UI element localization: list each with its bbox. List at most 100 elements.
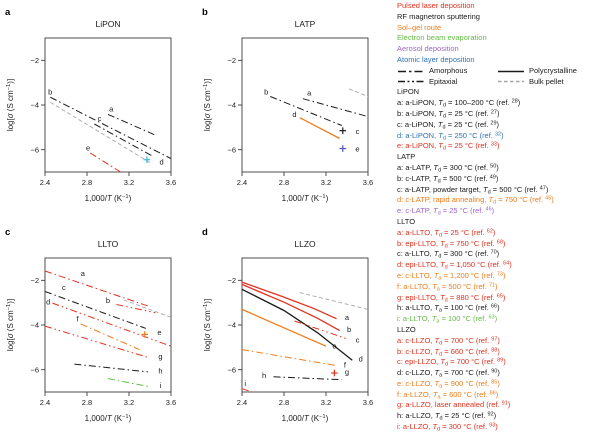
deposition-method-label: Electron beam evaporation — [397, 33, 487, 43]
series-e-line — [89, 152, 121, 173]
x-axis-label: 1,000/T (K−1) — [85, 194, 132, 203]
plot-frame — [241, 37, 369, 173]
series-c-label: c — [356, 127, 360, 136]
series-d-label: d — [159, 157, 163, 166]
material-section-llzo: LLZO a: c-LLZO, Td = 700 °C (ref. 97) b: c… — [397, 325, 599, 433]
panel-b-latp-chart: 2.4 2.8 3.2 3.6 −2 −4 −6 b LATP 1,000/T (K−1) log[… — [202, 7, 373, 203]
curve-key-entry-lipon-c: c: a-LiPON, Td = 25 °C (ref. 29) — [397, 119, 500, 131]
y-tick-label: −2 — [227, 276, 236, 285]
series-b-line — [50, 96, 172, 160]
material-section-latp: LATP a: a-LATP, Td = 300 °C (ref. 50) b: c… — [397, 152, 599, 217]
curve-key-entry-lipon-b: b: a-LiPON, Td = 25 °C (ref. 27) — [397, 108, 500, 120]
legend-panel: Pulsed laser deposition RF magnetron sput… — [397, 1, 599, 433]
x-tick-label: 2.8 — [82, 178, 92, 187]
deposition-method-label: Pulsed laser deposition — [397, 1, 475, 10]
x-axis-label: 1,000/T (K−1) — [282, 194, 329, 203]
x-tick-label: 3.6 — [166, 398, 176, 407]
series-e-label: e — [332, 341, 336, 350]
y-tick-label: −6 — [30, 145, 39, 154]
curve-key-entry-llto-b: b: epi-LLTO, Td = 750 °C (ref. 68) — [397, 238, 506, 249]
curve-key-entry-lipon-e: e: a-LiPON, Td = 25 °C (ref. 33) — [397, 141, 500, 152]
x-tick-label: 2.4 — [40, 178, 50, 187]
series-d-line — [52, 302, 172, 347]
series-f-line — [80, 323, 140, 351]
series-h-line — [273, 376, 342, 381]
y-tick-label: −4 — [30, 321, 39, 330]
line-style-label: Bulk pellet — [529, 76, 564, 86]
x-tick-label: 2.8 — [279, 398, 289, 407]
curve-key-entry-latp-d: d: c-LATP, rapid annealing, Td = 750 °C … — [397, 195, 554, 206]
curve-key-entry-latp-b: b: c-LATP, Td = 500 °C (ref. 49) — [397, 173, 499, 185]
x-tick-label: 3.2 — [124, 398, 134, 407]
curve-key-entry-lipon-d: d: a-LiPON, Td = 250 °C (ref. 32) — [397, 130, 504, 141]
series-c-label: c — [356, 336, 360, 345]
curve-key-entry-llto-e: e: c-LLTO, Ta = 1,200 °C (ref. 73) — [397, 270, 506, 282]
series-c-label: c — [98, 114, 102, 123]
panel-title: LLTO — [98, 239, 119, 249]
figure-panels: 2.4 2.8 3.2 3.6 −2 −4 −6 a LiPON 1,000/T (K−1) log… — [0, 0, 394, 440]
x-tick-label: 2.4 — [237, 398, 247, 407]
series-a-line — [241, 281, 337, 320]
curve-key-entry-lipon-a: a: a-LiPON, Td = 100–200 °C (ref. 28) — [397, 98, 521, 109]
series-b-line — [116, 304, 156, 314]
x-tick-label: 3.2 — [124, 178, 134, 187]
series-b-line — [270, 96, 342, 126]
series-d-line — [241, 288, 353, 361]
series-bulk-pellet-line — [348, 88, 369, 97]
panel-title: LATP — [295, 19, 316, 29]
poly-line-sample-icon — [498, 70, 524, 72]
epitaxial-line-sample-icon — [398, 81, 424, 83]
x-tick-label: 2.8 — [82, 398, 92, 407]
curve-key-entry-llzo-i: i: a-LLZO, Td = 300 °C (ref. 93) — [397, 422, 498, 433]
series-a-line — [302, 98, 369, 118]
x-tick-label: 3.2 — [321, 178, 331, 187]
series-b-label: b — [264, 88, 268, 97]
material-section-llto: LLTO a: a-LLTO, Td = 25 °C (ref. 62) b: ep… — [397, 217, 599, 325]
panel-letter: b — [202, 7, 208, 18]
curve-key-entry-llzo-f: f: a-LLZO, Ta = 600 °C (ref. 86) — [397, 389, 499, 401]
y-axis-label: log[σ (S cm−1)] — [6, 299, 15, 351]
line-style-legend: Amorphous Polycrystalline Epitaxial Bulk pe… — [397, 66, 599, 88]
panel-b-latp: 2.4 2.8 3.2 3.6 −2 −4 −6 b LATP 1,000/T (K−1) log[… — [197, 0, 394, 220]
material-section-lipon: LiPON a: a-LiPON, Td = 100–200 °C (ref. 2… — [397, 87, 599, 152]
line-style-label: Polycrystalline — [529, 65, 577, 75]
panel-a-lipon-chart: 2.4 2.8 3.2 3.6 −2 −4 −6 a LiPON 1,000/T (K−1) log… — [5, 7, 176, 203]
panel-d-llzo-chart: 2.4 2.8 3.2 3.6 −2 −4 −6 d LLZO 1,000/T (K−1) log[… — [202, 227, 373, 423]
panel-letter: a — [5, 7, 11, 18]
curve-key-entry-llto-i: i: a-LLTO, Ta = 100 °C (ref. 63) — [397, 314, 498, 325]
deposition-method-label: Aerosol deposition — [397, 44, 459, 54]
series-f-label: f — [344, 361, 347, 370]
curve-key-entry-llzo-b: b: c-LLZO, Td = 660 °C (ref. 88) — [397, 346, 500, 357]
series-d-line — [299, 117, 341, 140]
y-tick-label: −4 — [227, 101, 236, 110]
series-i-line — [241, 388, 253, 393]
line-style-label: Epitaxial — [429, 76, 458, 86]
curve-key-entry-llzo-g: g: a-LLZO, laser annealed (ref. 91) — [397, 400, 511, 410]
series-i-label: i — [244, 379, 246, 388]
panel-letter: d — [202, 227, 208, 238]
deposition-method-label: RF magnetron sputtering — [397, 11, 480, 21]
curve-key-entry-llzo-d: d: c-LLZO, Ta = 700 °C (ref. 90) — [397, 368, 500, 379]
curve-key-entry-llto-a: a: a-LLTO, Td = 25 °C (ref. 62) — [397, 227, 496, 239]
x-tick-label: 3.2 — [321, 398, 331, 407]
series-a-line — [107, 113, 156, 136]
x-tick-label: 2.4 — [237, 178, 247, 187]
curve-key-entry-llto-d: d: epi-LLTO, Td = 1,050 °C (ref. 64) — [397, 260, 512, 271]
series-e-label: e — [157, 328, 161, 337]
curve-key-entry-llzo-e: e: c-LLZO, Ta = 900 °C (ref. 85) — [397, 378, 500, 390]
series-a-label: a — [109, 105, 114, 114]
panel-title: LLZO — [294, 239, 316, 249]
line-style-item-amorphous: Amorphous — [397, 66, 497, 77]
series-c-line — [94, 123, 153, 157]
series-b-line — [241, 283, 341, 332]
panel-c-llto: 2.4 2.8 3.2 3.6 −2 −4 −6 c LLTO 1,000/T (K−1) log[… — [0, 220, 197, 440]
curve-key-entry-latp-c: c: a-LATP, powder target, Td = 500 °C (r… — [397, 184, 549, 195]
series-d-label: d — [359, 354, 363, 363]
series-d-label: d — [46, 297, 50, 306]
y-tick-label: −6 — [227, 365, 236, 374]
x-tick-label: 2.4 — [40, 398, 50, 407]
series-c-line — [44, 291, 146, 329]
x-tick-label: 3.6 — [166, 178, 176, 187]
line-style-item-poly: Polycrystalline — [497, 66, 599, 77]
series-e-line — [241, 308, 327, 347]
